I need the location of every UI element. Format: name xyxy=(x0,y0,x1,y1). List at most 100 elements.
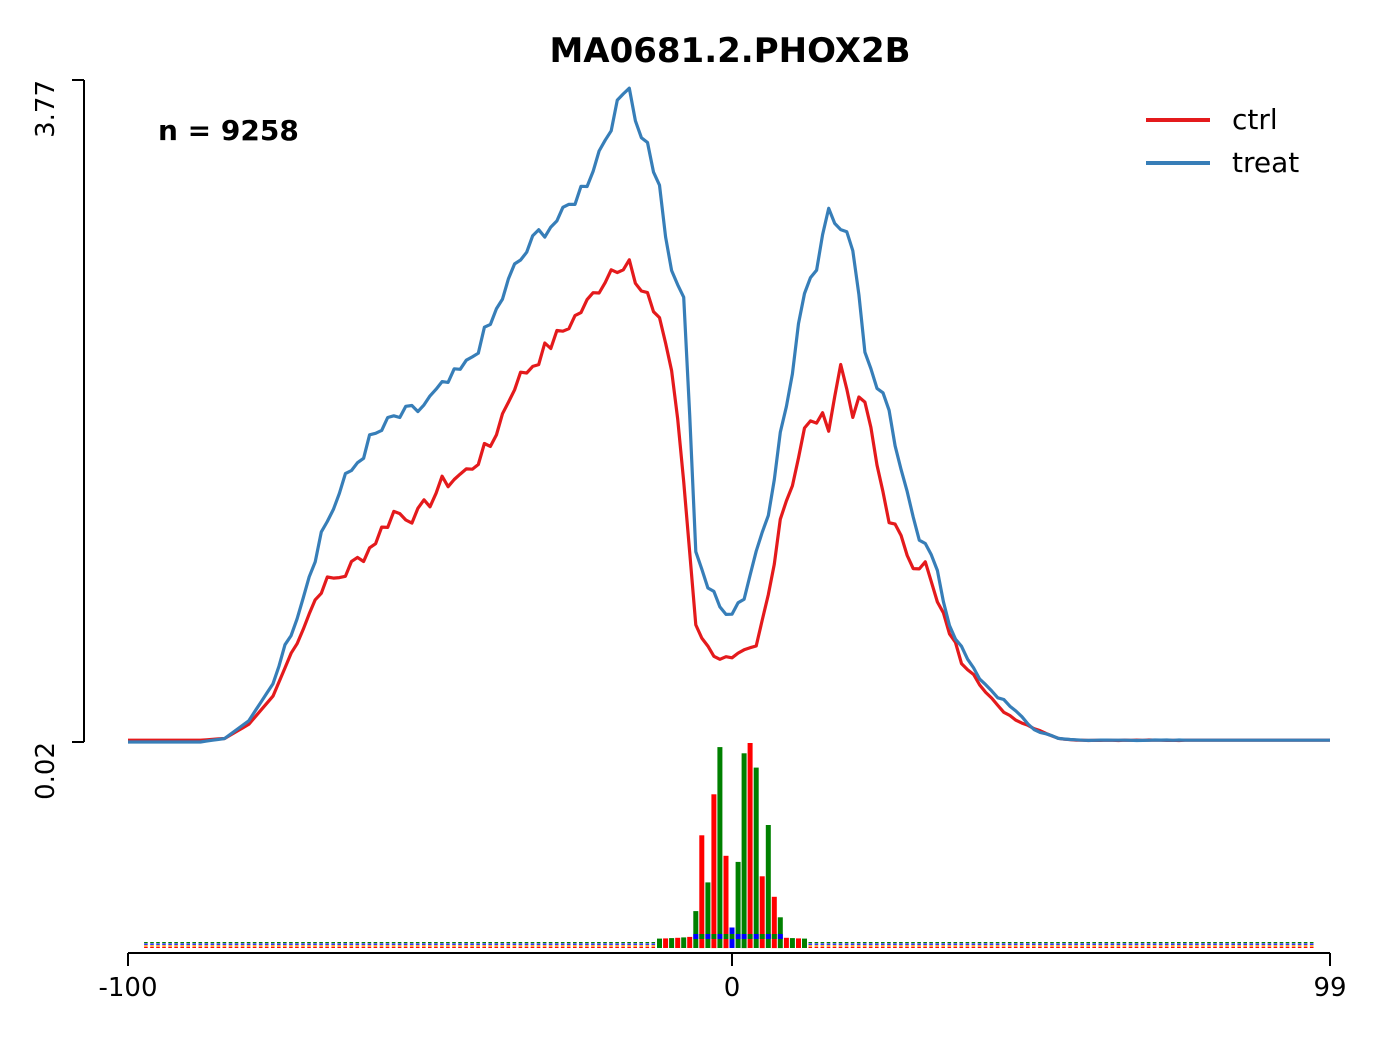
logo-letter-bg xyxy=(953,942,958,944)
logo-letter-bg xyxy=(591,943,595,945)
logo-letter-bg xyxy=(1243,946,1247,948)
count-annotation: n = 9258 xyxy=(158,114,299,147)
logo-letter-bg xyxy=(470,946,474,948)
legend: ctrl treat xyxy=(1146,103,1299,179)
logo-letter-bg xyxy=(1104,946,1109,948)
logo-letter-bg xyxy=(645,943,650,945)
logo-letter-bg xyxy=(838,946,843,948)
logo-letter-bg xyxy=(844,945,849,947)
logo-letter-bg xyxy=(881,946,885,948)
logo-letter-bg xyxy=(319,945,323,947)
logo-letter-bg xyxy=(1249,945,1254,947)
logo-letter-bg xyxy=(530,946,535,948)
logo-letter-bg xyxy=(1013,946,1018,948)
logo-letter-bg xyxy=(1261,945,1266,947)
logo-letter-bg xyxy=(1098,942,1103,944)
logo-letter-minor xyxy=(765,934,771,939)
logo-letter-bg xyxy=(452,945,456,947)
logo-letter-bg xyxy=(983,945,988,947)
logo-letter-bg xyxy=(1303,942,1308,944)
logo-letter-bg xyxy=(1171,945,1175,947)
logo-letter-bg xyxy=(633,945,637,947)
logo-letter-bg xyxy=(325,946,329,948)
logo-letter-bg xyxy=(1201,946,1205,948)
logo-letter-bg xyxy=(1261,946,1266,948)
logo-letter-bg xyxy=(464,945,468,947)
logo-letter-bg xyxy=(820,943,825,945)
logo-letter-bg xyxy=(548,946,553,948)
logo-letter-bg xyxy=(494,942,499,944)
logo-letter-bg xyxy=(246,946,251,948)
logo-letter-bg xyxy=(1158,946,1163,948)
logo-letter-bg xyxy=(271,945,275,947)
logo-letter-bg xyxy=(814,946,819,948)
logo-letter-shoulder xyxy=(675,937,681,948)
logo-letter-bg xyxy=(1231,943,1235,945)
logo-letter-bg xyxy=(959,942,964,944)
logo-letter-bg xyxy=(361,945,366,947)
logo-letter-bg xyxy=(977,946,982,948)
logo-letter-bg xyxy=(1303,946,1308,948)
logo-letter-bg xyxy=(953,945,958,947)
logo-letter-bg xyxy=(470,942,474,944)
logo-letter-bg xyxy=(440,943,444,945)
logo-letter-bg xyxy=(566,945,571,947)
logo-letter-bg xyxy=(875,942,879,944)
logo-letter-bg xyxy=(234,942,239,944)
logo-letter-bg xyxy=(373,942,378,944)
logo-letter-bg xyxy=(397,945,402,947)
logo-letter-bg xyxy=(1007,945,1012,947)
logo-letter-bg xyxy=(560,942,565,944)
logo-letter-bg xyxy=(488,943,492,945)
logo-letter-bg xyxy=(1285,943,1290,945)
logo-letter-bg xyxy=(222,946,227,948)
logo-letter-bg xyxy=(1207,943,1211,945)
logo-letter-bg xyxy=(428,946,432,948)
logo-letter-bg xyxy=(1171,943,1175,945)
logo-letter-bg xyxy=(1032,943,1036,945)
y-tick-label-min: 0.02 xyxy=(31,742,61,800)
logo-letter-bg xyxy=(512,943,517,945)
logo-letter-bg xyxy=(850,946,855,948)
logo-letter-bg xyxy=(1086,943,1090,945)
logo-letter-bg xyxy=(1056,945,1060,947)
logo-letter-bg xyxy=(603,945,607,947)
logo-letter-bg xyxy=(1177,942,1181,944)
logo-letter-bg xyxy=(144,943,148,945)
y-tick-label-max: 3.77 xyxy=(31,80,61,138)
logo-letter-bg xyxy=(615,946,619,948)
logo-letter-T xyxy=(723,855,729,949)
logo-letter-bg xyxy=(319,943,323,945)
logo-letter-bg xyxy=(929,943,933,945)
logo-letter-bg xyxy=(524,943,529,945)
logo-letter-bg xyxy=(428,943,432,945)
logo-letter-bg xyxy=(1050,946,1054,948)
logo-letter-bg xyxy=(579,945,583,947)
logo-letter-bg xyxy=(1213,945,1217,947)
logo-letter-bg xyxy=(476,942,480,944)
logo-letter-bg xyxy=(180,945,184,947)
logo-letter-bg xyxy=(1062,945,1066,947)
logo-letter-bg xyxy=(808,946,813,948)
logo-letter-bg xyxy=(1279,942,1284,944)
logo-letter-bg xyxy=(1068,942,1072,944)
logo-letter-bg xyxy=(1201,942,1205,944)
logo-letter-bg xyxy=(397,946,402,948)
logo-letter-bg xyxy=(1273,945,1278,947)
logo-letter-T xyxy=(747,743,753,948)
logo-letter-shoulder xyxy=(796,938,801,948)
logo-letter-bg xyxy=(1267,943,1272,945)
logo-letter-bg xyxy=(198,943,203,945)
logo-letter-bg xyxy=(1001,942,1006,944)
logo-letter-bg xyxy=(506,943,511,945)
logo-letter-bg xyxy=(868,942,873,944)
logo-letter-bg xyxy=(1195,942,1199,944)
logo-letter-bg xyxy=(307,942,311,944)
logo-letter-bg xyxy=(844,942,849,944)
logo-letter-bg xyxy=(959,945,964,947)
logo-letter-bg xyxy=(289,946,293,948)
logo-letter-bg xyxy=(283,945,287,947)
logo-letter-bg xyxy=(1279,946,1284,948)
logo-letter-bg xyxy=(597,943,601,945)
logo-letter-bg xyxy=(228,945,233,947)
